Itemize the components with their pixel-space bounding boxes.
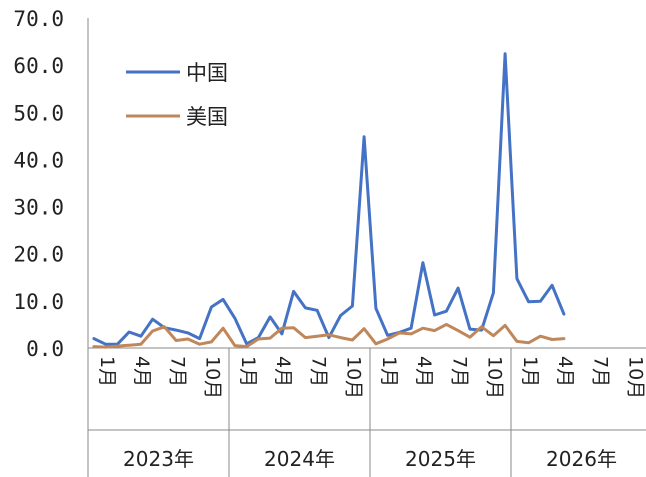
y-axis: 0.0 10.0 20.0 30.0 40.0 50.0 60.0 70.0 (13, 7, 89, 361)
legend-item-china: 中国 (126, 61, 228, 85)
x-tick-label: 4月 (413, 356, 435, 387)
y-tick-labels: 0.0 10.0 20.0 30.0 40.0 50.0 60.0 70.0 (13, 7, 64, 361)
y-tick-label: 20.0 (13, 243, 64, 267)
y-tick-label: 10.0 (13, 290, 64, 314)
y-tick-label: 70.0 (13, 7, 64, 31)
x-tick-label: 1月 (378, 356, 400, 387)
series-lines (92, 52, 566, 349)
year-label: 2024年 (264, 447, 335, 471)
year-label: 2023年 (123, 447, 194, 471)
x-tick-label: 1月 (237, 356, 259, 387)
legend: 中国 美国 (126, 61, 228, 129)
x-tick-label: 7月 (589, 356, 611, 387)
y-tick-label: 40.0 (13, 148, 64, 172)
y-tick-label: 0.0 (26, 337, 64, 361)
x-tick-label: 10月 (343, 356, 365, 399)
x-tick-label: 10月 (484, 356, 506, 399)
x-tick-label: 1月 (96, 356, 118, 387)
x-tick-label: 10月 (625, 356, 646, 399)
x-tick-label: 4月 (554, 356, 576, 387)
x-tick-label: 10月 (202, 356, 224, 399)
x-tick-label: 7月 (448, 356, 470, 387)
y-tick-label: 30.0 (13, 196, 64, 220)
legend-label-china: 中国 (186, 61, 228, 85)
legend-label-usa: 美国 (186, 105, 228, 129)
y-tick-label: 60.0 (13, 54, 64, 78)
x-tick-label: 4月 (272, 356, 294, 387)
year-label: 2025年 (405, 447, 476, 471)
year-label: 2026年 (546, 447, 617, 471)
series-line-usa (92, 322, 566, 349)
x-tick-label: 1月 (519, 356, 541, 387)
x-tick-label: 7月 (307, 356, 329, 387)
year-groups: 2023年 2024年 2025年 2026年 (87, 348, 646, 477)
x-tick-labels: 1月 4月 7月 10月 1月 4月 7月 10月 1月 4月 7月 10月 1月 4月 7月 10月 (96, 356, 646, 399)
x-axis: 1月 4月 7月 10月 1月 4月 7月 10月 1月 4月 7月 10月 1月 4月 7月 10月 202… (87, 347, 646, 477)
y-tick-label: 50.0 (13, 101, 64, 125)
series-line-china (92, 52, 566, 346)
x-tick-label: 7月 (166, 356, 188, 387)
legend-item-usa: 美国 (126, 105, 228, 129)
x-tick-label: 4月 (131, 356, 153, 387)
